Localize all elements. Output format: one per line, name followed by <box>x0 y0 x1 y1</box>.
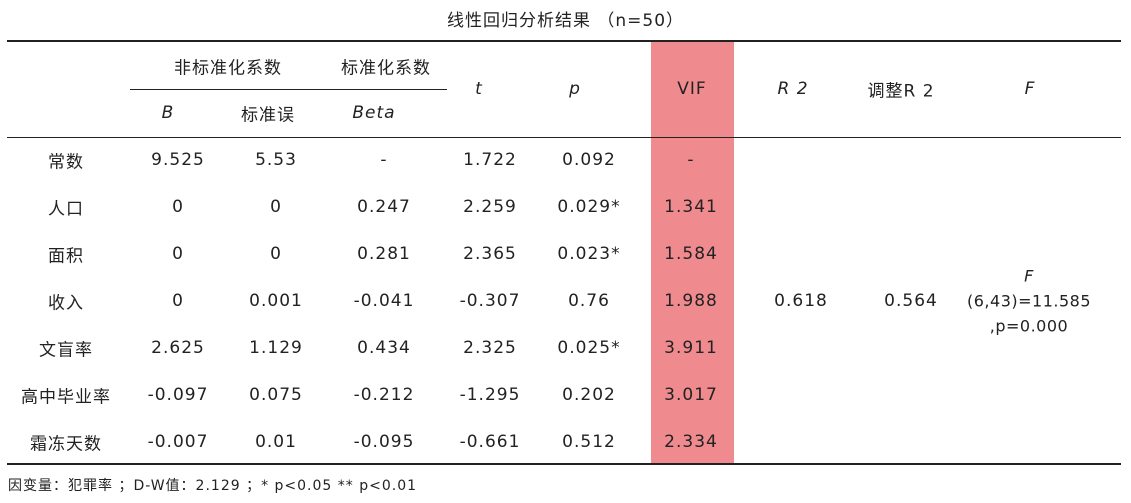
cell-vif: 1.341 <box>664 197 718 217</box>
cell-b: -0.007 <box>147 432 209 452</box>
row-label: 人口 <box>48 199 84 220</box>
cell-vif: 2.334 <box>664 432 718 452</box>
cell-p: 0.023* <box>557 244 621 264</box>
cell-se: 5.53 <box>255 150 297 170</box>
f-label: F <box>1024 266 1034 286</box>
row-label: 霜冻天数 <box>30 434 102 455</box>
header-r2: R 2 <box>777 79 809 99</box>
row-label: 常数 <box>48 152 84 173</box>
cell-vif: 3.017 <box>664 385 718 405</box>
coef-group-rule <box>130 89 447 90</box>
header-b: B <box>161 103 175 123</box>
header-std-coef: 标准化系数 <box>341 58 431 79</box>
row-label: 面积 <box>48 246 84 267</box>
header-rule <box>7 137 1121 138</box>
cell-b: 0 <box>172 197 184 217</box>
cell-p: 0.76 <box>568 291 610 311</box>
header-t: t <box>475 79 483 99</box>
cell-p: 0.092 <box>562 150 616 170</box>
cell-vif: 1.584 <box>664 244 718 264</box>
f-value: (6,43)=11.585 <box>967 291 1091 311</box>
bottom-rule <box>7 463 1121 465</box>
cell-beta: -0.041 <box>353 291 415 311</box>
f-p-value: ,p=0.000 <box>989 316 1069 336</box>
header-f: F <box>1024 79 1036 99</box>
cell-se: 0.01 <box>255 432 297 452</box>
cell-se: 0.001 <box>249 291 303 311</box>
top-rule <box>7 40 1121 42</box>
cell-vif: 1.988 <box>664 291 718 311</box>
cell-se: 0.075 <box>249 385 303 405</box>
f-stat-cell: F (6,43)=11.585 ,p=0.000 <box>967 264 1091 339</box>
cell-b: 2.625 <box>151 338 205 358</box>
row-label: 收入 <box>48 293 84 314</box>
cell-b: -0.097 <box>147 385 209 405</box>
cell-b: 0 <box>172 244 184 264</box>
table-title-text: 线性回归分析结果 <box>446 11 591 31</box>
cell-beta: -0.095 <box>353 432 415 452</box>
header-unstd-coef: 非标准化系数 <box>174 58 282 79</box>
cell-t: -0.661 <box>459 432 521 452</box>
cell-t: 1.722 <box>463 150 517 170</box>
vif-column-highlight <box>651 42 734 463</box>
cell-t: 2.365 <box>463 244 517 264</box>
cell-t: -0.307 <box>459 291 521 311</box>
cell-se: 0 <box>270 197 282 217</box>
adj-r2-value: 0.564 <box>884 291 938 311</box>
header-adj-r2: 调整R 2 <box>867 81 935 102</box>
cell-se: 0 <box>270 244 282 264</box>
cell-p: 0.202 <box>562 385 616 405</box>
cell-b: 9.525 <box>151 150 205 170</box>
cell-t: 2.259 <box>463 197 517 217</box>
cell-beta: 0.434 <box>357 338 411 358</box>
cell-vif: 3.911 <box>664 338 718 358</box>
row-label: 高中毕业率 <box>21 387 111 408</box>
header-beta: Beta <box>352 103 396 123</box>
r2-value: 0.618 <box>774 291 828 311</box>
cell-t: -1.295 <box>459 385 521 405</box>
cell-b: 0 <box>172 291 184 311</box>
header-p: p <box>569 79 581 99</box>
table-title: 线性回归分析结果 （n=50） <box>0 6 1131 31</box>
header-vif: VIF <box>677 79 707 99</box>
cell-p: 0.029* <box>557 197 621 217</box>
cell-p: 0.512 <box>562 432 616 452</box>
cell-se: 1.129 <box>249 338 303 358</box>
cell-beta: - <box>380 150 388 170</box>
cell-p: 0.025* <box>557 338 621 358</box>
row-label: 文盲率 <box>39 340 93 361</box>
header-se: 标准误 <box>241 105 295 126</box>
cell-beta: 0.281 <box>357 244 411 264</box>
cell-t: 2.325 <box>463 338 517 358</box>
cell-vif: - <box>687 150 695 170</box>
table-title-n: （n=50） <box>597 11 685 31</box>
table-footnote: 因变量：犯罪率 ；D-W值：2.129 ；* p<0.05 ** p<0.01 <box>8 478 418 494</box>
cell-beta: 0.247 <box>357 197 411 217</box>
cell-beta: -0.212 <box>353 385 415 405</box>
